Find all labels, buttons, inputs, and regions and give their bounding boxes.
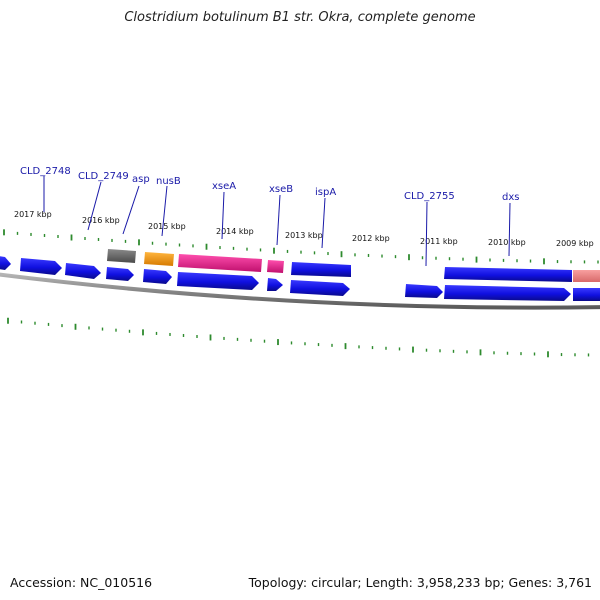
gene-label-asp: asp xyxy=(132,174,150,185)
tick-label-2016: 2016 kbp xyxy=(82,216,120,225)
feature-trna-gray xyxy=(107,249,136,263)
tick-label-2011: 2011 kbp xyxy=(420,237,458,246)
leader-xsea xyxy=(221,191,225,240)
feature-cds-nusb xyxy=(143,269,172,284)
leader-cld-2749 xyxy=(87,181,102,231)
inner-tick-ring xyxy=(7,317,590,358)
gene-labels: CLD_2748 CLD_2749 asp nusB xseA xseB isp… xyxy=(20,166,519,203)
tick-label-2013: 2013 kbp xyxy=(285,231,323,240)
feature-cds-right-edge xyxy=(573,288,600,301)
feature-cds-asp xyxy=(106,267,134,281)
feature-cds-left-edge xyxy=(0,256,11,270)
tick-label-2014: 2014 kbp xyxy=(216,227,254,236)
feature-orange xyxy=(144,252,174,266)
feature-row-upper xyxy=(0,249,600,301)
gene-label-nusb: nusB xyxy=(156,176,181,187)
leader-dxs xyxy=(508,202,511,257)
accession-text: Accession: NC_010516 xyxy=(10,575,153,590)
gene-label-xsea: xseA xyxy=(212,181,236,192)
gene-label-xseb: xseB xyxy=(269,184,293,195)
feature-cds-dxs-top xyxy=(444,267,572,282)
gene-label-ispa: ispA xyxy=(315,187,336,198)
feature-cds-ispa xyxy=(290,280,350,296)
feature-cds-dxs xyxy=(444,285,571,301)
gene-label-cld-2755: CLD_2755 xyxy=(404,191,455,202)
feature-cds-cld-2755 xyxy=(405,284,443,298)
gene-label-dxs: dxs xyxy=(502,192,519,203)
feature-pink-xseb xyxy=(267,260,284,273)
scale-labels: 2017 kbp 2016 kbp 2015 kbp 2014 kbp 2013… xyxy=(14,210,594,248)
leader-asp xyxy=(122,185,140,235)
feature-cds-ispa-top xyxy=(291,262,351,277)
genome-summary-text: Topology: circular; Length: 3,958,233 bp… xyxy=(248,575,592,590)
tick-label-2010: 2010 kbp xyxy=(488,238,526,247)
feature-cds-xseb xyxy=(267,278,283,291)
outer-tick-ring xyxy=(3,229,599,265)
tick-label-2015: 2015 kbp xyxy=(148,222,186,231)
leader-nusb xyxy=(161,185,168,237)
label-leaders xyxy=(43,176,511,267)
gene-label-cld-2748: CLD_2748 xyxy=(20,166,71,177)
genome-backbone xyxy=(0,272,600,310)
tick-label-2012: 2012 kbp xyxy=(352,234,390,243)
feature-cds-xsea xyxy=(177,272,259,290)
leader-cld-2755 xyxy=(425,201,428,267)
tick-label-2017: 2017 kbp xyxy=(14,210,52,219)
feature-pink-xsea xyxy=(178,254,262,272)
tick-label-2009: 2009 kbp xyxy=(556,239,594,248)
leader-xseb xyxy=(276,194,281,246)
feature-cds-cld-2748 xyxy=(20,258,62,275)
leader-ispa xyxy=(321,197,326,249)
feature-cds-cld-2749 xyxy=(65,263,101,279)
gene-label-cld-2749: CLD_2749 xyxy=(78,171,129,182)
feature-salmon xyxy=(573,270,600,282)
map-title: Clostridium botulinum B1 str. Okra, comp… xyxy=(124,10,476,25)
